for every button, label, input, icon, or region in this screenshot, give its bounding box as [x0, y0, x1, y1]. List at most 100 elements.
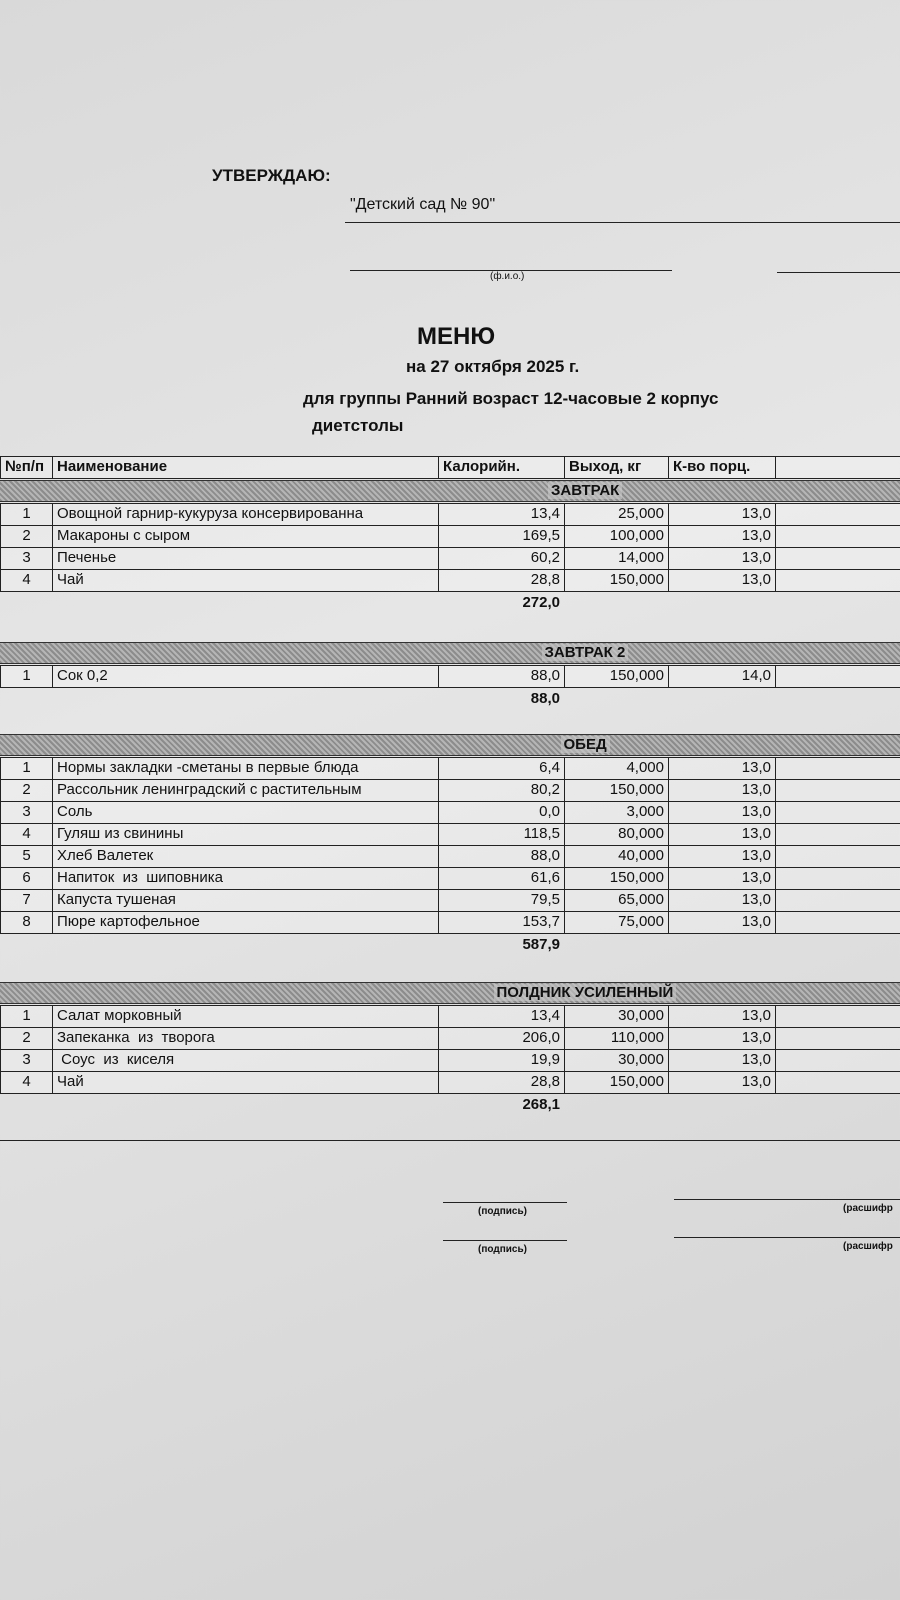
column-header: Наименование: [52, 456, 439, 479]
row-cell: 206,0: [438, 1027, 565, 1050]
section-bar: ПОЛДНИК УСИЛЕННЫЙ: [0, 982, 900, 1004]
row-cell: [775, 801, 900, 824]
name-caption: (ф.и.о.): [490, 271, 525, 282]
row-cell: 2: [0, 779, 53, 802]
row-cell: 169,5: [438, 525, 565, 548]
row-cell: 4: [0, 823, 53, 846]
row-cell: 5: [0, 845, 53, 868]
row-cell: 13,0: [668, 911, 776, 934]
dish-name: Салат морковный: [52, 1005, 439, 1028]
section-total: 587,9: [522, 936, 560, 953]
signature-caption: (подпись): [478, 1206, 527, 1217]
column-header: Выход, кг: [564, 456, 669, 479]
section-total: 88,0: [530, 690, 560, 707]
row-cell: 3: [0, 547, 53, 570]
dish-name: Гуляш из свинины: [52, 823, 439, 846]
dish-name: Рассольник ленинградский с растительным: [52, 779, 439, 802]
rule: [0, 1140, 900, 1141]
row-cell: 13,0: [668, 547, 776, 570]
row-cell: 14,0: [668, 665, 776, 688]
row-cell: [775, 503, 900, 526]
row-cell: 8: [0, 911, 53, 934]
row-cell: 3: [0, 1049, 53, 1072]
section-bar: ЗАВТРАК: [0, 480, 900, 502]
row-cell: 13,0: [668, 801, 776, 824]
row-cell: 1: [0, 503, 53, 526]
row-cell: 150,000: [564, 779, 669, 802]
row-cell: 79,5: [438, 889, 565, 912]
dish-name: Соль: [52, 801, 439, 824]
row-cell: 13,0: [668, 757, 776, 780]
row-cell: 88,0: [438, 845, 565, 868]
section-bar: ОБЕД: [0, 734, 900, 756]
dish-name: Чай: [52, 569, 439, 592]
section-total: 268,1: [522, 1096, 560, 1113]
row-cell: 13,0: [668, 525, 776, 548]
dish-name: Пюре картофельное: [52, 911, 439, 934]
row-cell: 6: [0, 867, 53, 890]
row-cell: 4,000: [564, 757, 669, 780]
row-cell: 30,000: [564, 1005, 669, 1028]
row-cell: 150,000: [564, 569, 669, 592]
row-cell: 80,000: [564, 823, 669, 846]
row-cell: 65,000: [564, 889, 669, 912]
row-cell: 153,7: [438, 911, 565, 934]
row-cell: [775, 1049, 900, 1072]
dish-name: Сок 0,2: [52, 665, 439, 688]
dish-name: Печенье: [52, 547, 439, 570]
row-cell: [775, 1071, 900, 1094]
row-cell: 1: [0, 757, 53, 780]
section-name: ОБЕД: [560, 736, 610, 753]
dish-name: Соус из киселя: [52, 1049, 439, 1072]
row-cell: 13,0: [668, 823, 776, 846]
row-cell: 150,000: [564, 1071, 669, 1094]
row-cell: 1: [0, 1005, 53, 1028]
rule: [777, 272, 900, 273]
column-header: К-во порц.: [668, 456, 776, 479]
row-cell: 2: [0, 1027, 53, 1050]
dish-name: Чай: [52, 1071, 439, 1094]
row-cell: [775, 757, 900, 780]
row-cell: [775, 547, 900, 570]
row-cell: [775, 1005, 900, 1028]
row-cell: 4: [0, 569, 53, 592]
row-cell: 13,0: [668, 845, 776, 868]
dish-name: Овощной гарнир-кукуруза консервированна: [52, 503, 439, 526]
dish-name: Капуста тушеная: [52, 889, 439, 912]
row-cell: 61,6: [438, 867, 565, 890]
date: на 27 октября 2025 г.: [406, 357, 580, 376]
row-cell: 3: [0, 801, 53, 824]
signature-caption: (расшифр: [843, 1203, 893, 1214]
row-cell: 13,0: [668, 867, 776, 890]
dish-name: Хлеб Валетек: [52, 845, 439, 868]
row-cell: [775, 1027, 900, 1050]
row-cell: 13,4: [438, 503, 565, 526]
diet: диетстолы: [312, 416, 404, 435]
row-cell: 13,0: [668, 1049, 776, 1072]
dish-name: Макароны с сыром: [52, 525, 439, 548]
row-cell: 13,0: [668, 503, 776, 526]
row-cell: [775, 569, 900, 592]
signature-caption: (расшифр: [843, 1241, 893, 1252]
row-cell: 150,000: [564, 867, 669, 890]
column-header: №п/п: [0, 456, 53, 479]
row-cell: 13,0: [668, 569, 776, 592]
row-cell: 80,2: [438, 779, 565, 802]
row-cell: 4: [0, 1071, 53, 1094]
row-cell: [775, 867, 900, 890]
column-header: Калорийн.: [438, 456, 565, 479]
row-cell: 13,0: [668, 1071, 776, 1094]
signature-line: [674, 1199, 900, 1200]
row-cell: 28,8: [438, 1071, 565, 1094]
row-cell: 118,5: [438, 823, 565, 846]
title: МЕНЮ: [417, 323, 496, 350]
row-cell: 100,000: [564, 525, 669, 548]
rule: [350, 270, 672, 271]
signature-line: [443, 1202, 567, 1203]
dish-name: Нормы закладки -сметаны в первые блюда: [52, 757, 439, 780]
row-cell: 75,000: [564, 911, 669, 934]
row-cell: [775, 779, 900, 802]
row-cell: 3,000: [564, 801, 669, 824]
approval: УТВЕРЖДАЮ:: [212, 166, 331, 185]
